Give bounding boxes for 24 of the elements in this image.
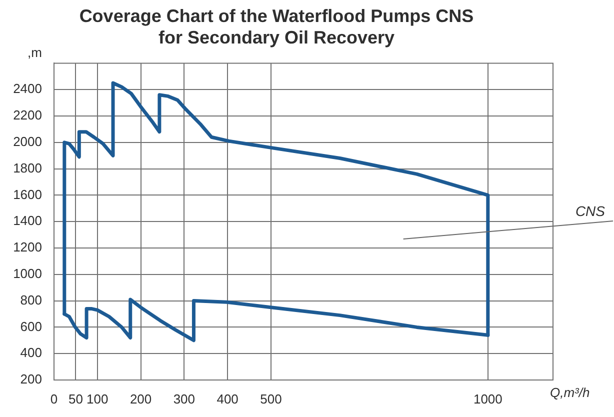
x-tick-label: 100: [86, 391, 108, 406]
y-tick-label: 400: [20, 345, 42, 360]
x-tick-label: 300: [173, 391, 196, 406]
y-tick-label: 2000: [13, 134, 42, 149]
x-tick-label: 50: [68, 391, 83, 406]
y-tick-label: 1200: [13, 240, 42, 255]
x-axis-title: Q,m³/h: [550, 385, 590, 400]
x-tick-label: 200: [130, 391, 152, 406]
chart-title: Coverage Chart of the Waterflood Pumps CNS for Secondary Oil Recovery: [79, 6, 474, 48]
x-tick-label: 0: [50, 391, 58, 406]
y-tick-label: 800: [20, 292, 42, 308]
y-tick-label: 1600: [13, 186, 42, 202]
y-tick-label: 2400: [13, 81, 42, 96]
y-tick-label: 1800: [13, 160, 42, 176]
x-tick-label: 400: [216, 391, 238, 406]
y-tick-label: 2200: [13, 108, 42, 123]
y-tick-label: 1400: [13, 213, 42, 228]
y-tick-label: 600: [20, 318, 42, 334]
x-tick-label: 500: [260, 391, 282, 406]
x-tick-label: 1000: [473, 391, 502, 406]
y-tick-label: 1000: [13, 266, 42, 281]
y-tick-label: 200: [20, 372, 42, 387]
text: CNS: [575, 202, 606, 219]
y-axis-title: ,m: [28, 45, 42, 60]
